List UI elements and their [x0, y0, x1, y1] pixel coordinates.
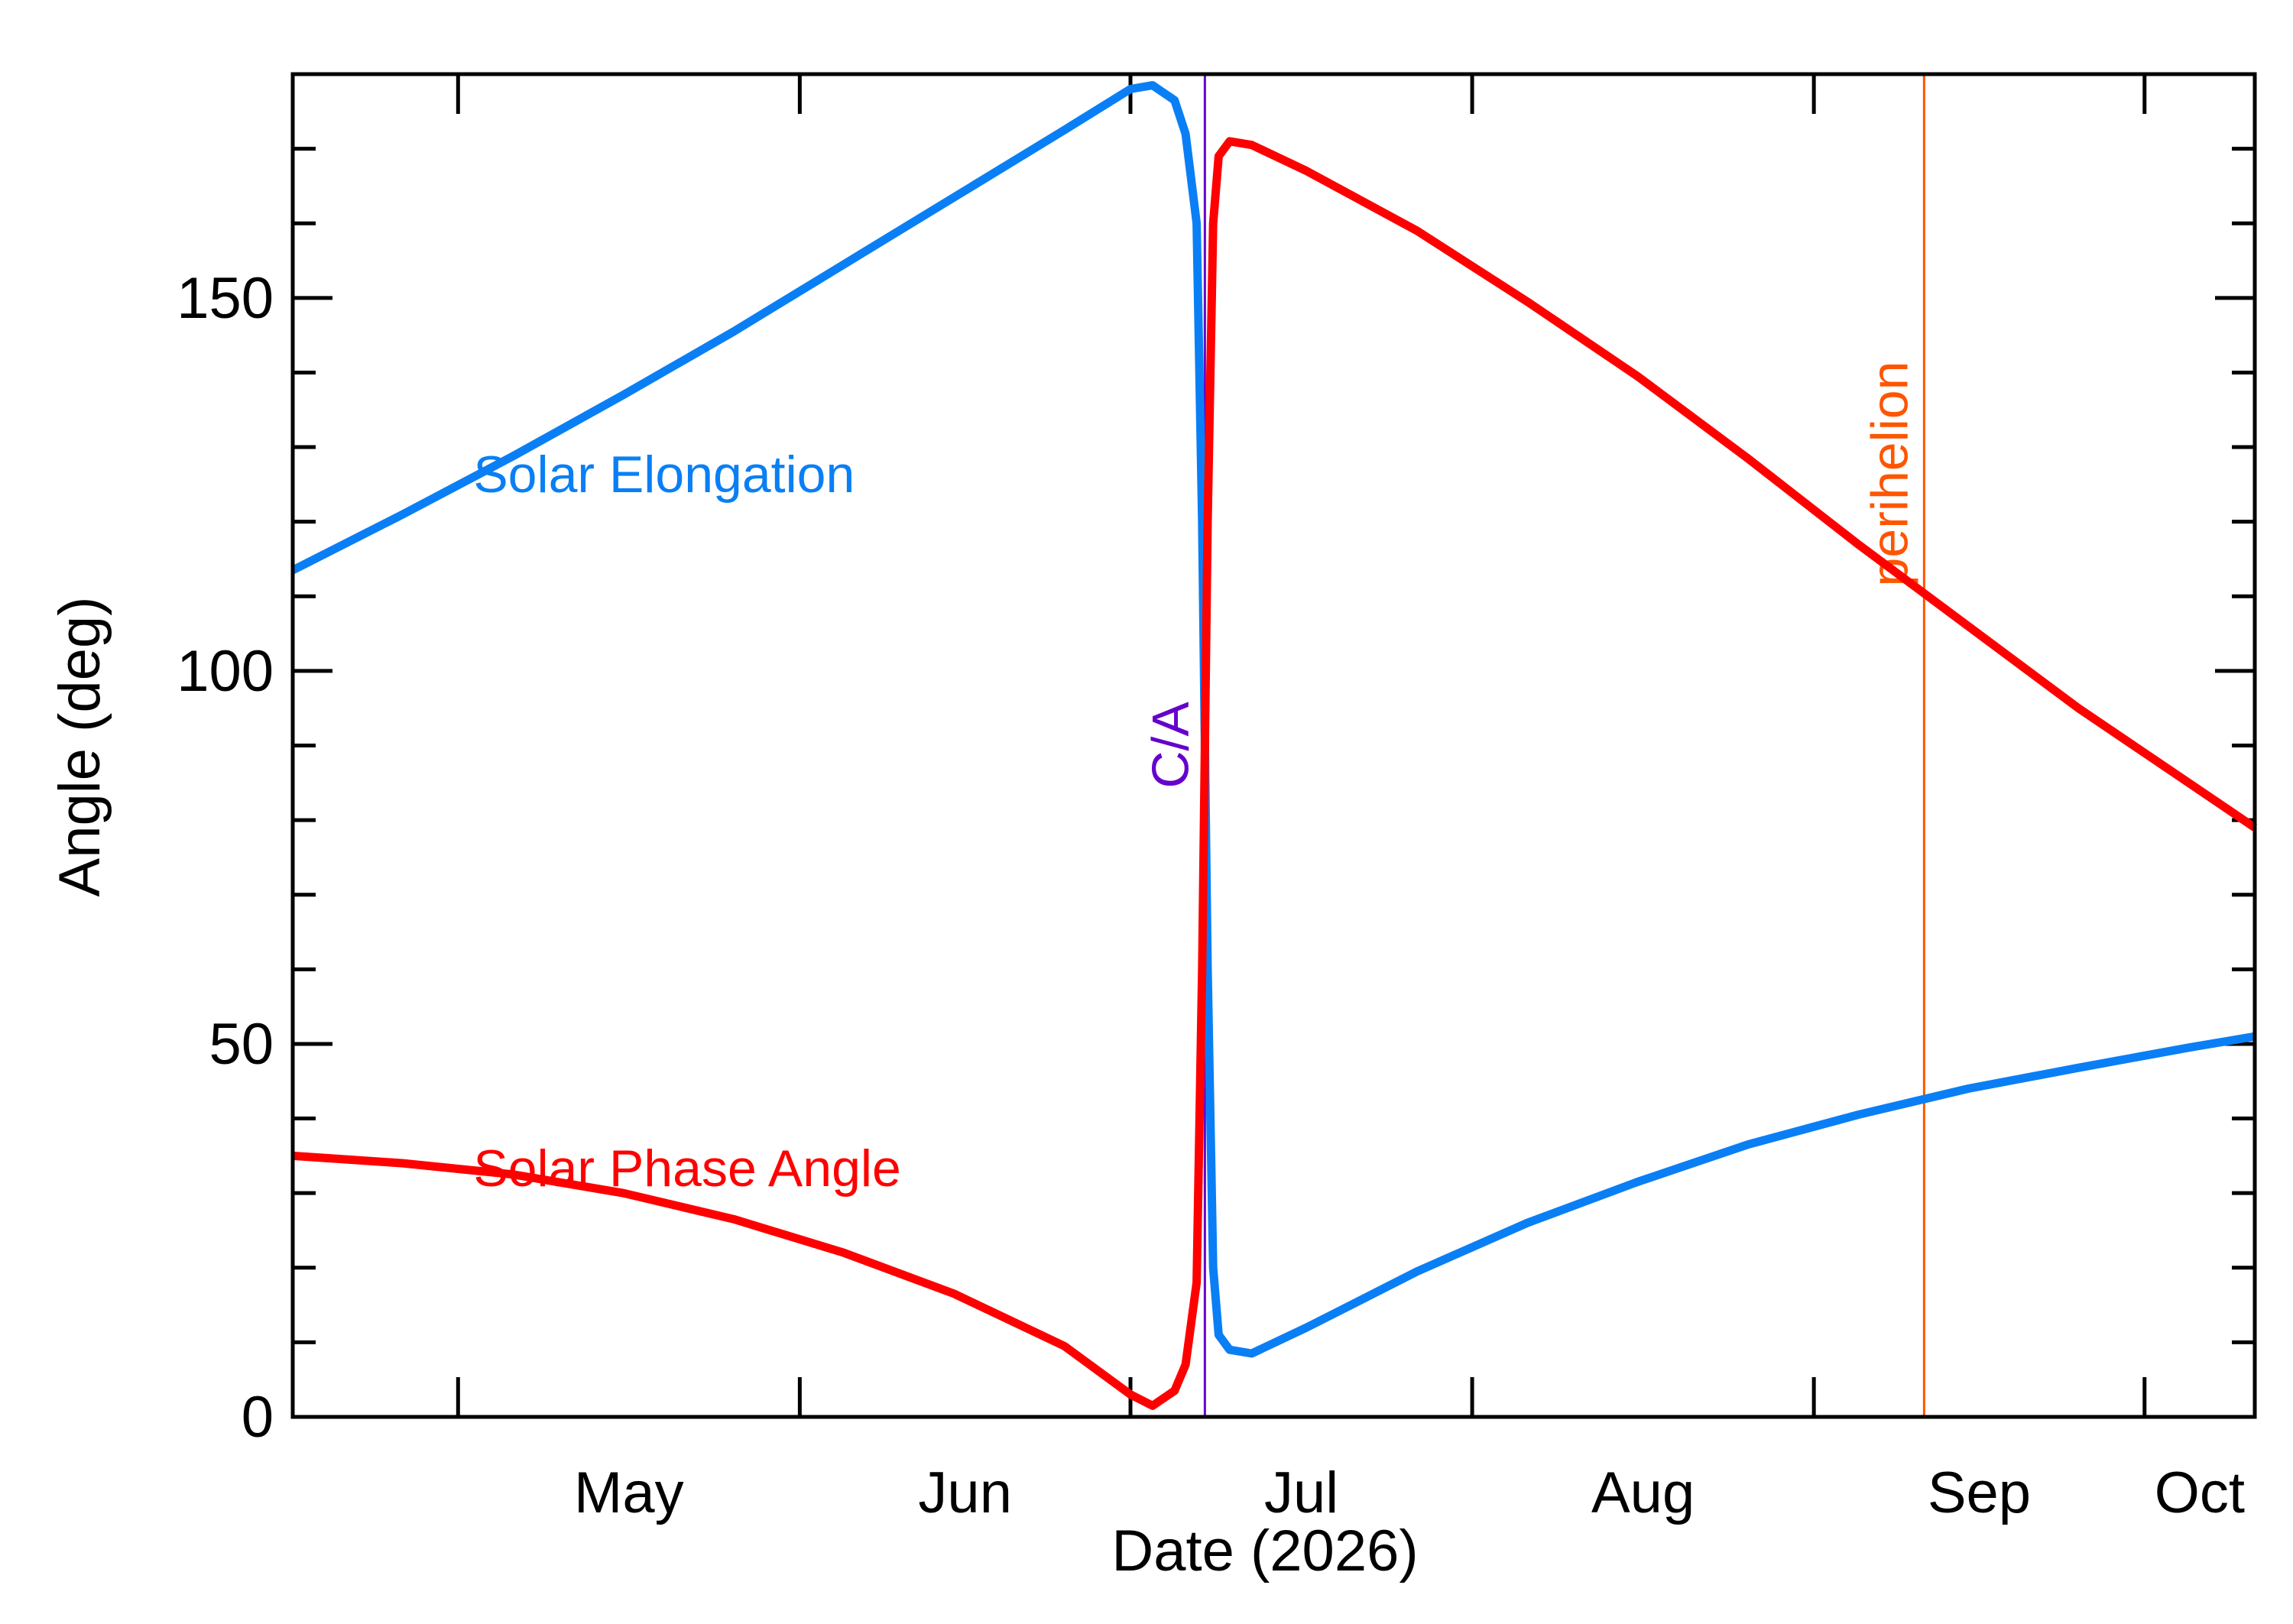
y-tick-label: 50: [209, 1012, 274, 1077]
x-tick-label: Jul: [1264, 1460, 1338, 1525]
data-series: [290, 81, 2258, 1410]
series-label: Solar Elongation: [473, 446, 855, 504]
vline-label: C/A: [1141, 702, 1199, 789]
x-tick-label: Oct: [2155, 1460, 2245, 1525]
series-solar-elongation: [290, 81, 2256, 1358]
y-axis-title: Angle (deg): [47, 597, 112, 897]
y-tick-label: 150: [177, 266, 274, 331]
series-label: Solar Phase Angle: [473, 1139, 901, 1198]
y-tick-label: 0: [242, 1385, 274, 1450]
series-solar-phase-angle: [292, 137, 2258, 1410]
axis-tick-labels: 0 50 100 150 May Jun Jul Aug Sep Oct: [177, 266, 2245, 1525]
y-tick-label: 100: [177, 639, 274, 704]
axis-ticks: [293, 72, 2255, 1419]
series-labels: Solar Elongation Solar Phase Angle: [473, 446, 901, 1198]
plot-frame: [290, 72, 2257, 1419]
x-tick-label: Sep: [1928, 1460, 2031, 1525]
x-tick-label: Aug: [1591, 1460, 1695, 1525]
x-tick-label: May: [574, 1460, 684, 1525]
x-tick-label: Jun: [918, 1460, 1012, 1525]
x-axis-title: Date (2026): [1111, 1519, 1418, 1583]
